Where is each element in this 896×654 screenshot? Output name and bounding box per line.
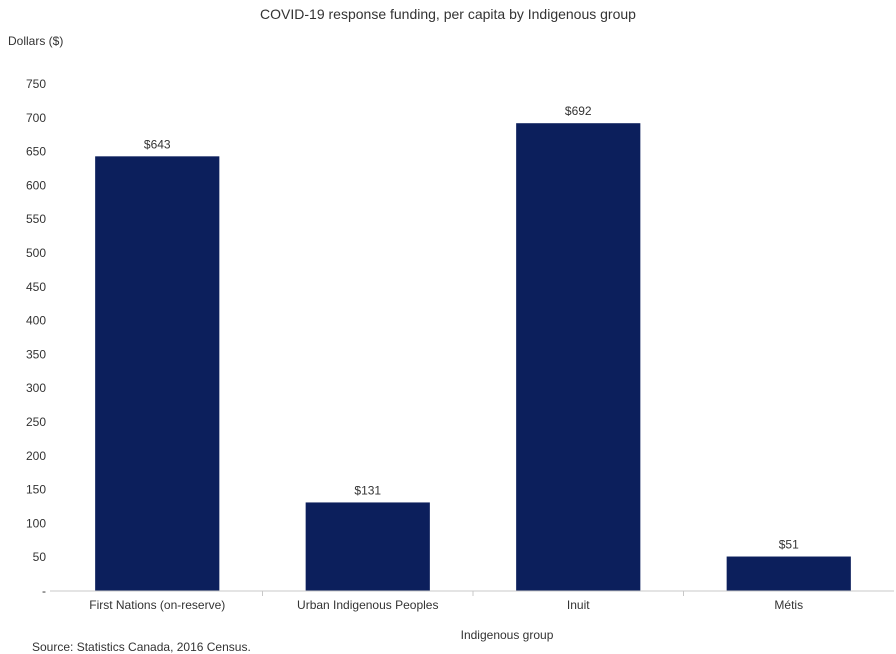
y-tick-label: 400 xyxy=(26,314,46,328)
bar xyxy=(95,156,220,591)
x-tick-label: Métis xyxy=(774,598,803,612)
y-tick-label: 100 xyxy=(26,516,46,530)
y-axis-ticks: - 50 100 150 200 250 300 350 400 450 500 550 600 650 7… xyxy=(26,77,46,598)
x-tick-label: Urban Indigenous Peoples xyxy=(297,598,438,612)
y-tick-label: 50 xyxy=(33,550,47,564)
x-axis-ticks: First Nations (on-reserve) Urban Indigeno… xyxy=(89,591,803,612)
y-tick-label: 750 xyxy=(26,77,46,91)
y-tick-label: 650 xyxy=(26,145,46,159)
bars xyxy=(95,123,851,591)
y-tick-label: 200 xyxy=(26,449,46,463)
x-tick-label: Inuit xyxy=(567,598,590,612)
y-tick-label: 600 xyxy=(26,178,46,192)
y-tick-label: 350 xyxy=(26,347,46,361)
data-label: $643 xyxy=(144,137,171,151)
x-axis-title: Indigenous group xyxy=(460,628,554,642)
bar xyxy=(305,502,430,591)
y-tick-label: 700 xyxy=(26,111,46,125)
chart-title: COVID-19 response funding, per capita by… xyxy=(260,6,636,22)
y-axis-title: Dollars ($) xyxy=(8,34,64,48)
y-tick-label: 550 xyxy=(26,212,46,226)
y-tick-label: 450 xyxy=(26,280,46,294)
y-tick-label: 500 xyxy=(26,246,46,260)
data-label: $131 xyxy=(354,483,381,497)
source-note: Source: Statistics Canada, 2016 Census. xyxy=(32,640,251,654)
bar xyxy=(516,123,641,591)
x-tick-label: First Nations (on-reserve) xyxy=(89,598,225,612)
y-tick-label: 300 xyxy=(26,381,46,395)
data-labels: $643 $131 $692 $51 xyxy=(144,104,799,551)
y-tick-label: - xyxy=(42,584,46,598)
data-label: $692 xyxy=(565,104,592,118)
y-tick-label: 150 xyxy=(26,483,46,497)
y-tick-label: 250 xyxy=(26,415,46,429)
bar xyxy=(726,556,851,591)
data-label: $51 xyxy=(779,538,799,552)
